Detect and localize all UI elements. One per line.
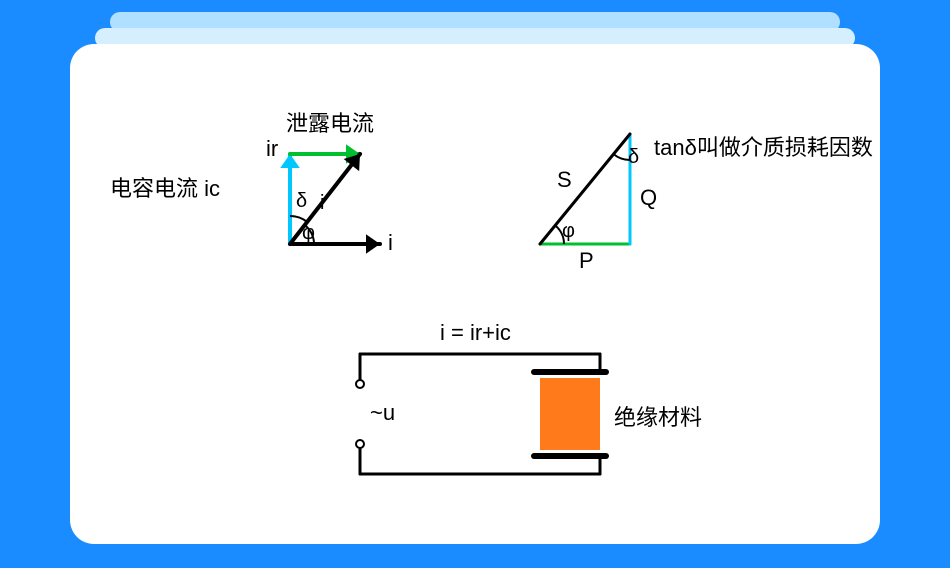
main-card: 泄露电流 ir 电容电流 ic i i δ φ S Q P δ φ tanδ叫做… xyxy=(70,44,880,544)
triangle-Q-label: Q xyxy=(640,185,657,211)
circuit-insulator-label: 绝缘材料 xyxy=(614,400,702,432)
phasor-leak-current-label: 泄露电流 xyxy=(286,106,374,138)
diagram-svg xyxy=(70,44,880,544)
phasor-phi-label: φ xyxy=(302,222,315,245)
triangle-phi-label: φ xyxy=(562,220,575,243)
circuit-source-label: ~u xyxy=(370,400,395,426)
tan-delta-caption: tanδ叫做介质损耗因数 xyxy=(654,130,873,162)
phasor-delta-label: δ xyxy=(296,190,307,213)
circuit-equation-label: i = ir+ic xyxy=(440,320,511,346)
triangle-P-label: P xyxy=(579,248,594,274)
phasor-i-axis-label: i xyxy=(388,230,393,256)
triangle-delta-label: δ xyxy=(628,146,639,169)
triangle-S-label: S xyxy=(557,167,572,193)
phasor-ir-label: ir xyxy=(266,136,278,162)
phasor-i-vector-label: i xyxy=(320,192,324,215)
phasor-ic-label: 电容电流 ic xyxy=(110,171,220,203)
